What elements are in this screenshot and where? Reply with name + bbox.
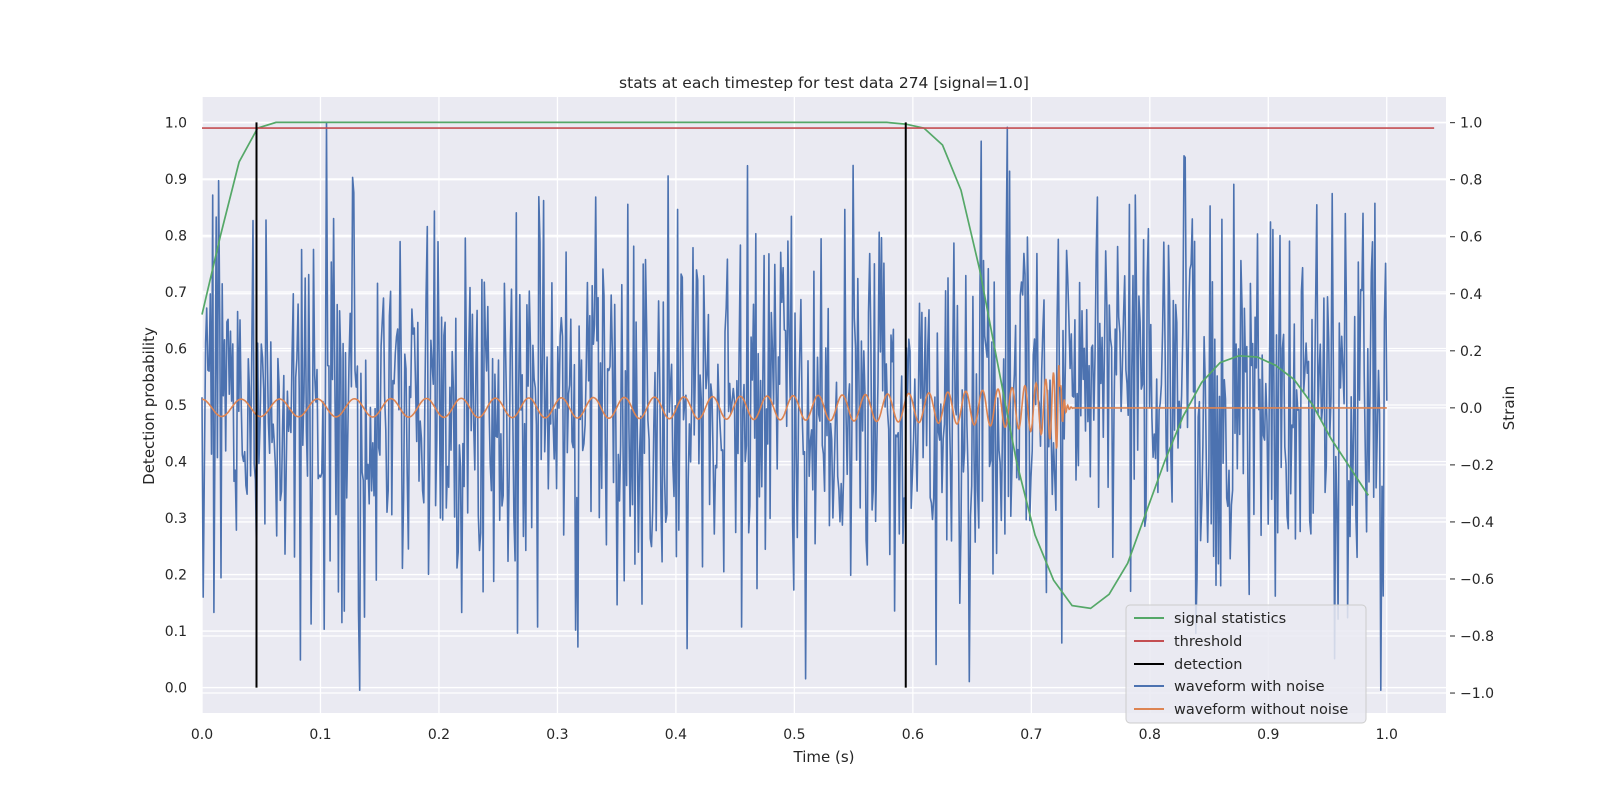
series-waveform-without-noise (202, 365, 1387, 449)
y-tick-label-left: 0.9 (165, 172, 187, 188)
y-tick-label-left: 0.7 (165, 285, 187, 301)
x-tick-label: 0.2 (428, 727, 450, 743)
x-tick-labels: 0.0 0.1 0.2 0.3 0.4 0.5 0.6 0.7 0.8 0.9 1.0 (191, 727, 1398, 743)
y-tick-label-right: 0.8 (1460, 173, 1482, 189)
legend-label-detection: detection (1174, 657, 1242, 673)
y-tick-label-left: 0.6 (165, 341, 187, 357)
y-tick-label-right: −0.6 (1460, 572, 1494, 588)
x-tick-label: 0.4 (665, 727, 687, 743)
x-tick-label: 0.3 (546, 727, 568, 743)
x-tick-label: 0.7 (1020, 727, 1042, 743)
y-tick-label-left: 0.0 (165, 681, 187, 697)
legend-label-threshold: threshold (1174, 634, 1242, 650)
y-tick-label-right: 0.4 (1460, 287, 1482, 303)
y-tick-label-left: 0.3 (165, 511, 187, 527)
x-tick-label: 0.6 (902, 727, 924, 743)
chart-title: stats at each timestep for test data 274… (619, 74, 1029, 92)
x-tick-label: 1.0 (1376, 727, 1398, 743)
y-tick-label-right: 0.0 (1460, 401, 1482, 417)
y-tick-label-left: 0.2 (165, 568, 187, 584)
x-tick-label: 0.9 (1257, 727, 1279, 743)
legend-label-signal-statistics: signal statistics (1174, 611, 1286, 627)
y-tick-label-right: −0.2 (1460, 458, 1494, 474)
legend-label-waveform-with-noise: waveform with noise (1174, 679, 1325, 695)
x-tick-label: 0.0 (191, 727, 213, 743)
y-tick-label-right: 0.6 (1460, 230, 1482, 246)
y-axis-label-left: Detection probability (140, 327, 158, 485)
y-axis-label-right: Strain (1500, 386, 1518, 430)
x-tick-label: 0.8 (1139, 727, 1161, 743)
legend-box (1125, 604, 1367, 724)
y-tick-label-left: 0.5 (165, 398, 187, 414)
x-axis-label: Time (s) (793, 748, 855, 766)
legend-label-waveform-without-noise: waveform without noise (1174, 702, 1348, 718)
y-tick-label-left: 0.8 (165, 228, 187, 244)
y-tick-label-right: 1.0 (1460, 116, 1482, 132)
x-tick-label: 0.5 (783, 727, 805, 743)
series-layer (201, 121, 1435, 692)
y-tick-label-right: 0.2 (1460, 344, 1482, 360)
series-signal-statistics (201, 121, 1370, 610)
y-tick-label-right: −1.0 (1460, 686, 1494, 702)
y-tick-label-left: 0.1 (165, 624, 187, 640)
x-tick-label: 0.1 (309, 727, 331, 743)
y-tick-label-right: −0.8 (1460, 629, 1494, 645)
y-tick-label-right: −0.4 (1460, 515, 1494, 531)
y-tick-label-left: 0.4 (165, 455, 187, 471)
y-tick-label-left: 1.0 (165, 115, 187, 131)
right-tick-labels: −1.0 −0.8 −0.6 −0.4 −0.2 0.0 0.2 0.4 0.6 0.8 1.0 (1450, 116, 1494, 702)
left-tick-labels: 0.0 0.1 0.2 0.3 0.4 0.5 0.6 0.7 0.8 0.9 1.0 (165, 115, 187, 696)
legend: signal statistics threshold detection wa… (1125, 604, 1367, 724)
series-waveform-with-noise (201, 121, 1388, 692)
